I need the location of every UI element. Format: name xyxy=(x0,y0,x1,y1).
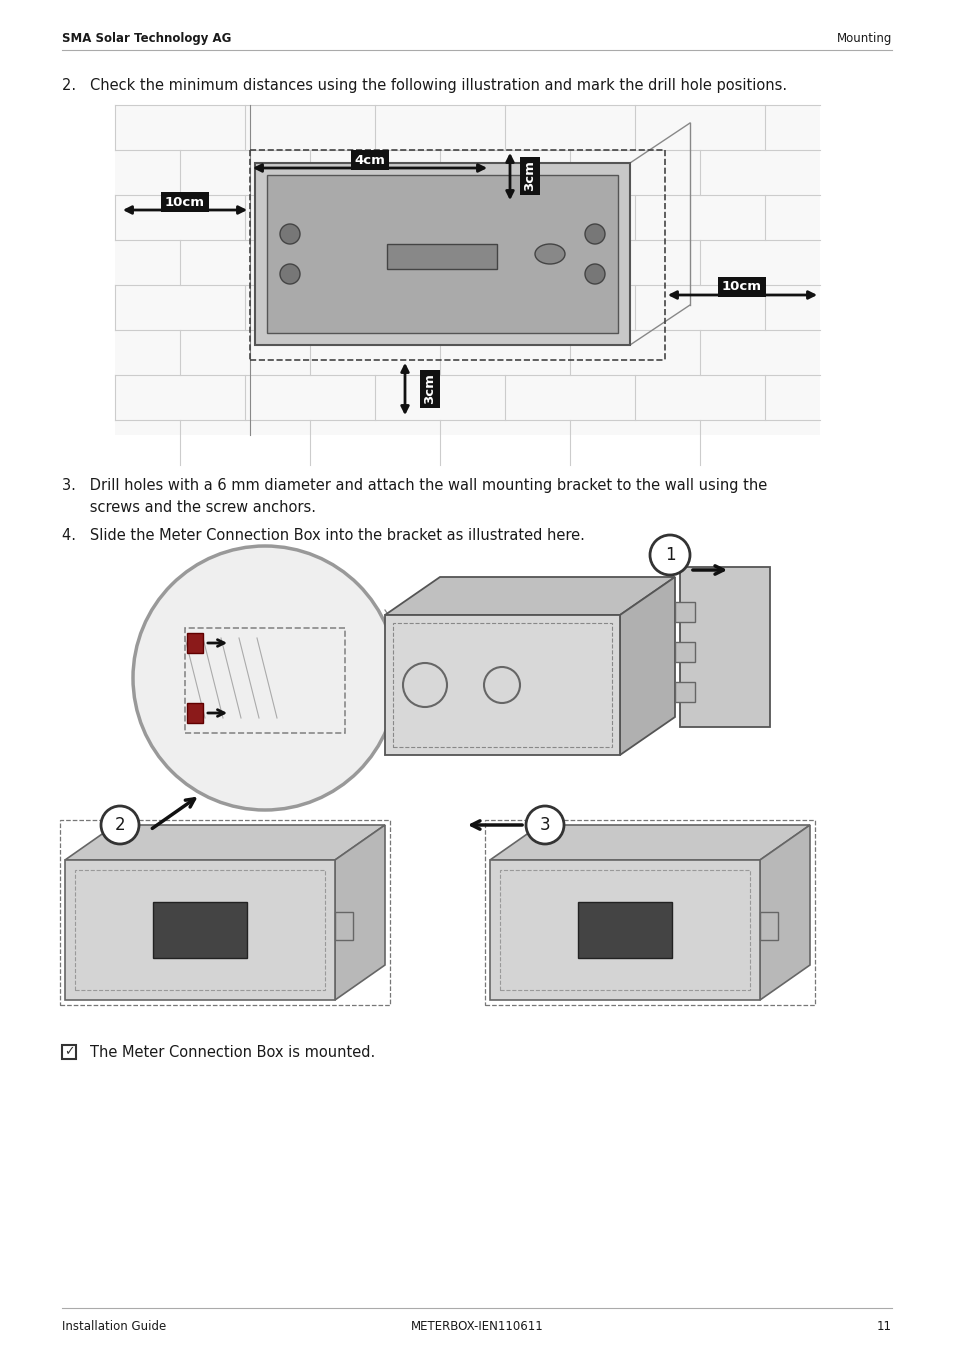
Bar xyxy=(60,821,390,1005)
Polygon shape xyxy=(65,825,385,860)
Text: 4cm: 4cm xyxy=(355,154,385,166)
Polygon shape xyxy=(385,615,619,754)
Text: 4.   Slide the Meter Connection Box into the bracket as illustrated here.: 4. Slide the Meter Connection Box into t… xyxy=(62,529,584,544)
Polygon shape xyxy=(385,577,675,615)
Bar xyxy=(115,105,820,435)
Polygon shape xyxy=(335,825,385,1000)
Bar xyxy=(675,681,695,702)
Circle shape xyxy=(101,806,139,844)
Text: 2: 2 xyxy=(114,817,125,834)
Text: METERBOX-IEN110611: METERBOX-IEN110611 xyxy=(410,1320,543,1333)
Ellipse shape xyxy=(535,243,564,264)
Text: 11: 11 xyxy=(876,1320,891,1333)
Text: 10cm: 10cm xyxy=(721,280,761,293)
Bar xyxy=(75,869,325,990)
Circle shape xyxy=(584,224,604,243)
Circle shape xyxy=(525,806,563,844)
Text: 3cm: 3cm xyxy=(523,161,536,192)
Text: Installation Guide: Installation Guide xyxy=(62,1320,166,1333)
Bar xyxy=(185,627,345,733)
Polygon shape xyxy=(254,164,629,345)
Bar xyxy=(335,913,353,940)
Text: ✓: ✓ xyxy=(64,1045,74,1059)
Text: 3cm: 3cm xyxy=(423,373,436,404)
Polygon shape xyxy=(490,860,760,1000)
Text: screws and the screw anchors.: screws and the screw anchors. xyxy=(62,500,315,515)
Text: 10cm: 10cm xyxy=(165,196,205,208)
Polygon shape xyxy=(490,825,809,860)
Bar xyxy=(187,633,203,653)
Bar xyxy=(484,821,814,1005)
Bar xyxy=(152,902,247,959)
Bar xyxy=(675,642,695,662)
Polygon shape xyxy=(267,174,618,333)
Text: 3: 3 xyxy=(539,817,550,834)
Circle shape xyxy=(280,224,299,243)
Text: 2.   Check the minimum distances using the following illustration and mark the d: 2. Check the minimum distances using the… xyxy=(62,78,786,93)
Bar xyxy=(187,703,203,723)
Text: SMA Solar Technology AG: SMA Solar Technology AG xyxy=(62,32,232,45)
Text: 1: 1 xyxy=(664,546,675,564)
Text: The Meter Connection Box is mounted.: The Meter Connection Box is mounted. xyxy=(90,1045,375,1060)
Circle shape xyxy=(280,264,299,284)
Circle shape xyxy=(649,535,689,575)
Text: Mounting: Mounting xyxy=(836,32,891,45)
Bar xyxy=(675,602,695,622)
Bar xyxy=(499,869,749,990)
Polygon shape xyxy=(760,825,809,1000)
Bar xyxy=(760,913,778,940)
Polygon shape xyxy=(65,860,335,1000)
Bar xyxy=(387,243,497,269)
Circle shape xyxy=(584,264,604,284)
Circle shape xyxy=(132,546,396,810)
Bar xyxy=(62,1045,76,1059)
Bar xyxy=(578,902,671,959)
Bar xyxy=(393,623,612,748)
Text: 3.   Drill holes with a 6 mm diameter and attach the wall mounting bracket to th: 3. Drill holes with a 6 mm diameter and … xyxy=(62,479,766,493)
Polygon shape xyxy=(619,577,675,754)
Polygon shape xyxy=(679,566,769,727)
